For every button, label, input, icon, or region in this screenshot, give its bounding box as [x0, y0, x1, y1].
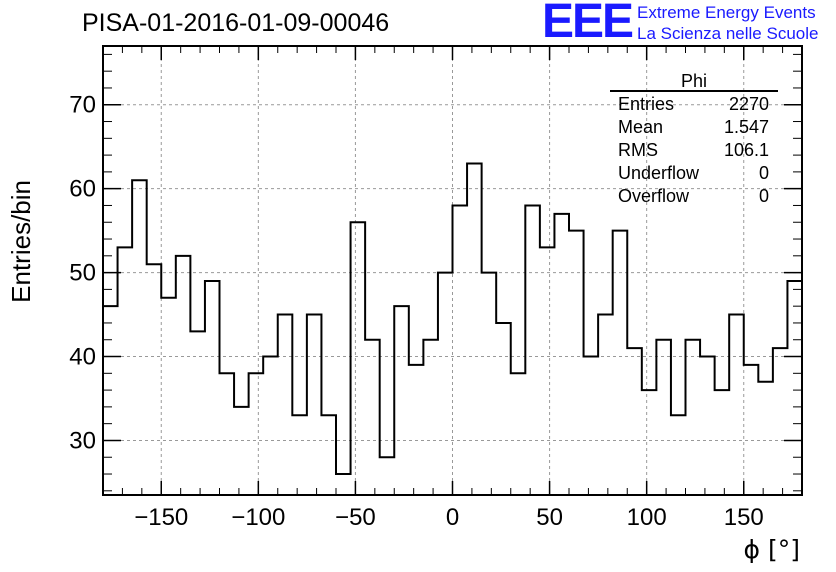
- x-tick-label: 150: [724, 504, 764, 531]
- stats-row-value: 0: [759, 163, 769, 183]
- x-tick-label: −50: [335, 504, 376, 531]
- y-tick-labels: 30 40 50 60 70: [69, 92, 96, 455]
- y-tick-label: 60: [69, 176, 96, 203]
- stats-row-value: 106.1: [724, 140, 769, 160]
- y-tick-label: 30: [69, 427, 96, 454]
- x-tick-label: −100: [231, 504, 285, 531]
- y-tick-label: 50: [69, 260, 96, 287]
- eee-logo: EEE: [542, 0, 634, 48]
- histogram-series: [103, 162, 803, 476]
- stats-row-value: 1.547: [724, 117, 769, 137]
- axis-ticks: [103, 46, 802, 495]
- y-tick-label: 70: [69, 92, 96, 119]
- x-tick-label: 100: [627, 504, 667, 531]
- stats-row-label: Underflow: [618, 163, 700, 183]
- stats-row-label: Mean: [618, 117, 663, 137]
- y-tick-label: 40: [69, 344, 96, 371]
- plot-title: PISA-01-2016-01-09-00046: [82, 9, 390, 37]
- stats-row-label: Overflow: [618, 186, 690, 206]
- logo-text-line1: Extreme Energy Events: [637, 3, 816, 22]
- stats-box-name: Phi: [681, 71, 707, 91]
- stats-rows: Entries 2270 Mean 1.547 RMS 106.1 Underflow 0 Ov…: [618, 94, 769, 206]
- stats-box: Phi Entries 2270 Mean 1.547 RMS 106.1 Underflo…: [610, 71, 778, 206]
- x-tick-label: 0: [446, 504, 459, 531]
- stats-row-label: Entries: [618, 94, 674, 114]
- x-axis-label: ϕ [°]: [744, 535, 800, 564]
- stats-row-value: 2270: [729, 94, 769, 114]
- x-tick-label: −150: [134, 504, 188, 531]
- stats-row-value: 0: [759, 186, 769, 206]
- x-tick-labels: −150 −100 −50 0 50 100 150: [134, 504, 764, 531]
- x-tick-label: 50: [536, 504, 563, 531]
- logo-text-line2: La Scienza nelle Scuole: [637, 24, 819, 43]
- y-axis-label: Entries/bin: [6, 180, 36, 303]
- stats-row-label: RMS: [618, 140, 658, 160]
